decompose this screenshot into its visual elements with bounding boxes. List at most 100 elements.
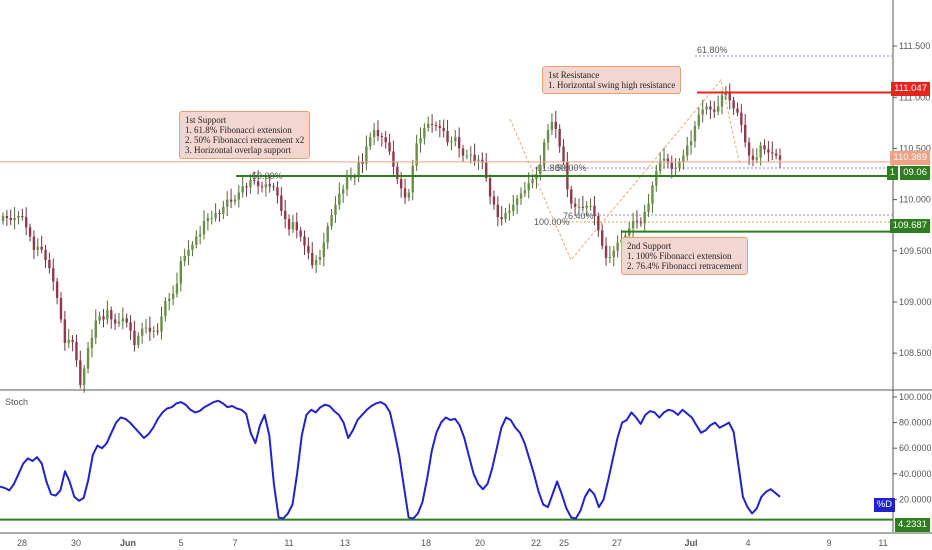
time-tick-label: 11: [878, 538, 887, 548]
candle-body: [461, 148, 465, 156]
candle-body: [168, 298, 171, 301]
candle-body: [759, 145, 762, 158]
price-tick-label: 109.000: [899, 297, 932, 307]
stoch-plot: [0, 399, 893, 521]
candle-body: [214, 212, 217, 219]
candle-body: [771, 152, 774, 154]
candle-body: [512, 204, 515, 211]
candle-body: [17, 215, 20, 219]
candle-body: [724, 93, 728, 96]
candle-body: [709, 106, 712, 110]
candle-body: [357, 161, 360, 178]
stoch-tick-label: 60.0000: [899, 443, 932, 453]
candle-body: [160, 316, 163, 332]
candle-body: [264, 184, 268, 188]
candle-body: [434, 124, 438, 126]
candle-body: [573, 203, 577, 207]
price-tick-label: 111.000: [899, 92, 930, 102]
candle-body: [674, 167, 677, 169]
candle-body: [241, 186, 244, 193]
candle-body: [361, 161, 364, 164]
candle-body: [303, 236, 306, 246]
candle-body: [384, 137, 387, 143]
annotation-line: 2. 50% Fibonacci retracement x2: [185, 135, 305, 145]
candle-body: [670, 162, 673, 169]
candle-body: [662, 158, 666, 161]
candle-body: [9, 218, 12, 221]
candle-body: [249, 180, 252, 188]
time-tick-label: 4: [745, 538, 750, 548]
candle-body: [295, 222, 298, 231]
candle-body: [450, 141, 453, 143]
candle-body: [539, 164, 542, 175]
candle-body: [581, 206, 585, 208]
candle-body: [183, 255, 186, 262]
candle-body: [369, 137, 372, 147]
annotation-line: 1. 61.8% Fibonacci extension: [185, 125, 292, 135]
candle-body: [5, 215, 9, 219]
candle-body: [125, 318, 128, 323]
time-tick-label: 5: [178, 538, 183, 548]
candle-body: [195, 236, 198, 245]
time-tick-label: 13: [340, 538, 350, 548]
candle-body: [353, 177, 356, 179]
candle-body: [55, 281, 59, 298]
time-tick-label: 27: [612, 538, 622, 548]
candle-body: [32, 236, 36, 250]
candle-body: [75, 341, 78, 361]
candle-body: [689, 141, 693, 146]
candle-body: [326, 226, 329, 243]
candle-body: [438, 125, 442, 128]
annotation-line: 1. Horizontal swing high resistance: [548, 80, 676, 90]
candle-body: [744, 124, 747, 143]
candle-body: [187, 249, 190, 256]
candle-body: [515, 198, 519, 205]
candlestick-series: [1, 83, 782, 393]
candle-body: [419, 138, 422, 144]
candle-body: [376, 130, 380, 137]
time-tick-label: 25: [559, 538, 569, 548]
candle-body: [705, 106, 708, 110]
candle-body: [79, 360, 82, 385]
candle-body: [732, 100, 735, 109]
candle-body: [210, 218, 213, 220]
candle-body: [102, 316, 105, 320]
candle-body: [481, 159, 484, 163]
candle-body: [94, 320, 97, 338]
candle-body: [492, 196, 496, 205]
candle-body: [558, 128, 561, 147]
candle-body: [144, 327, 148, 329]
candle-body: [140, 328, 144, 336]
price-tick-label: 108.500: [899, 348, 932, 358]
candle-body: [152, 330, 155, 332]
candle-body: [52, 268, 55, 282]
candle-body: [222, 206, 225, 214]
candle-body: [597, 215, 600, 231]
candle-body: [446, 131, 449, 143]
candle-body: [751, 155, 755, 160]
candle-body: [36, 246, 39, 250]
candle-body: [63, 319, 67, 343]
first-resistance-annotation: 1st Resistance 1. Horizontal swing high …: [542, 66, 682, 94]
candle-body: [442, 127, 445, 132]
candle-body: [427, 123, 430, 128]
candle-body: [206, 218, 210, 222]
candle-body: [508, 210, 511, 213]
candle-body: [133, 330, 136, 345]
candle-body: [604, 245, 608, 258]
candle-body: [256, 181, 260, 187]
candle-body: [71, 339, 74, 342]
stoch-series-tag: %D: [873, 498, 895, 512]
price-tick-label: 109.500: [899, 246, 932, 256]
candle-body: [330, 214, 333, 227]
candle-body: [82, 368, 86, 385]
candle-body: [28, 227, 32, 237]
candle-body: [697, 114, 701, 126]
time-tick-label: 7: [232, 538, 237, 548]
candle-body: [682, 155, 685, 162]
candle-body: [666, 158, 670, 163]
candle-body: [233, 199, 237, 202]
candle-body: [457, 137, 461, 149]
candle-body: [245, 186, 248, 188]
